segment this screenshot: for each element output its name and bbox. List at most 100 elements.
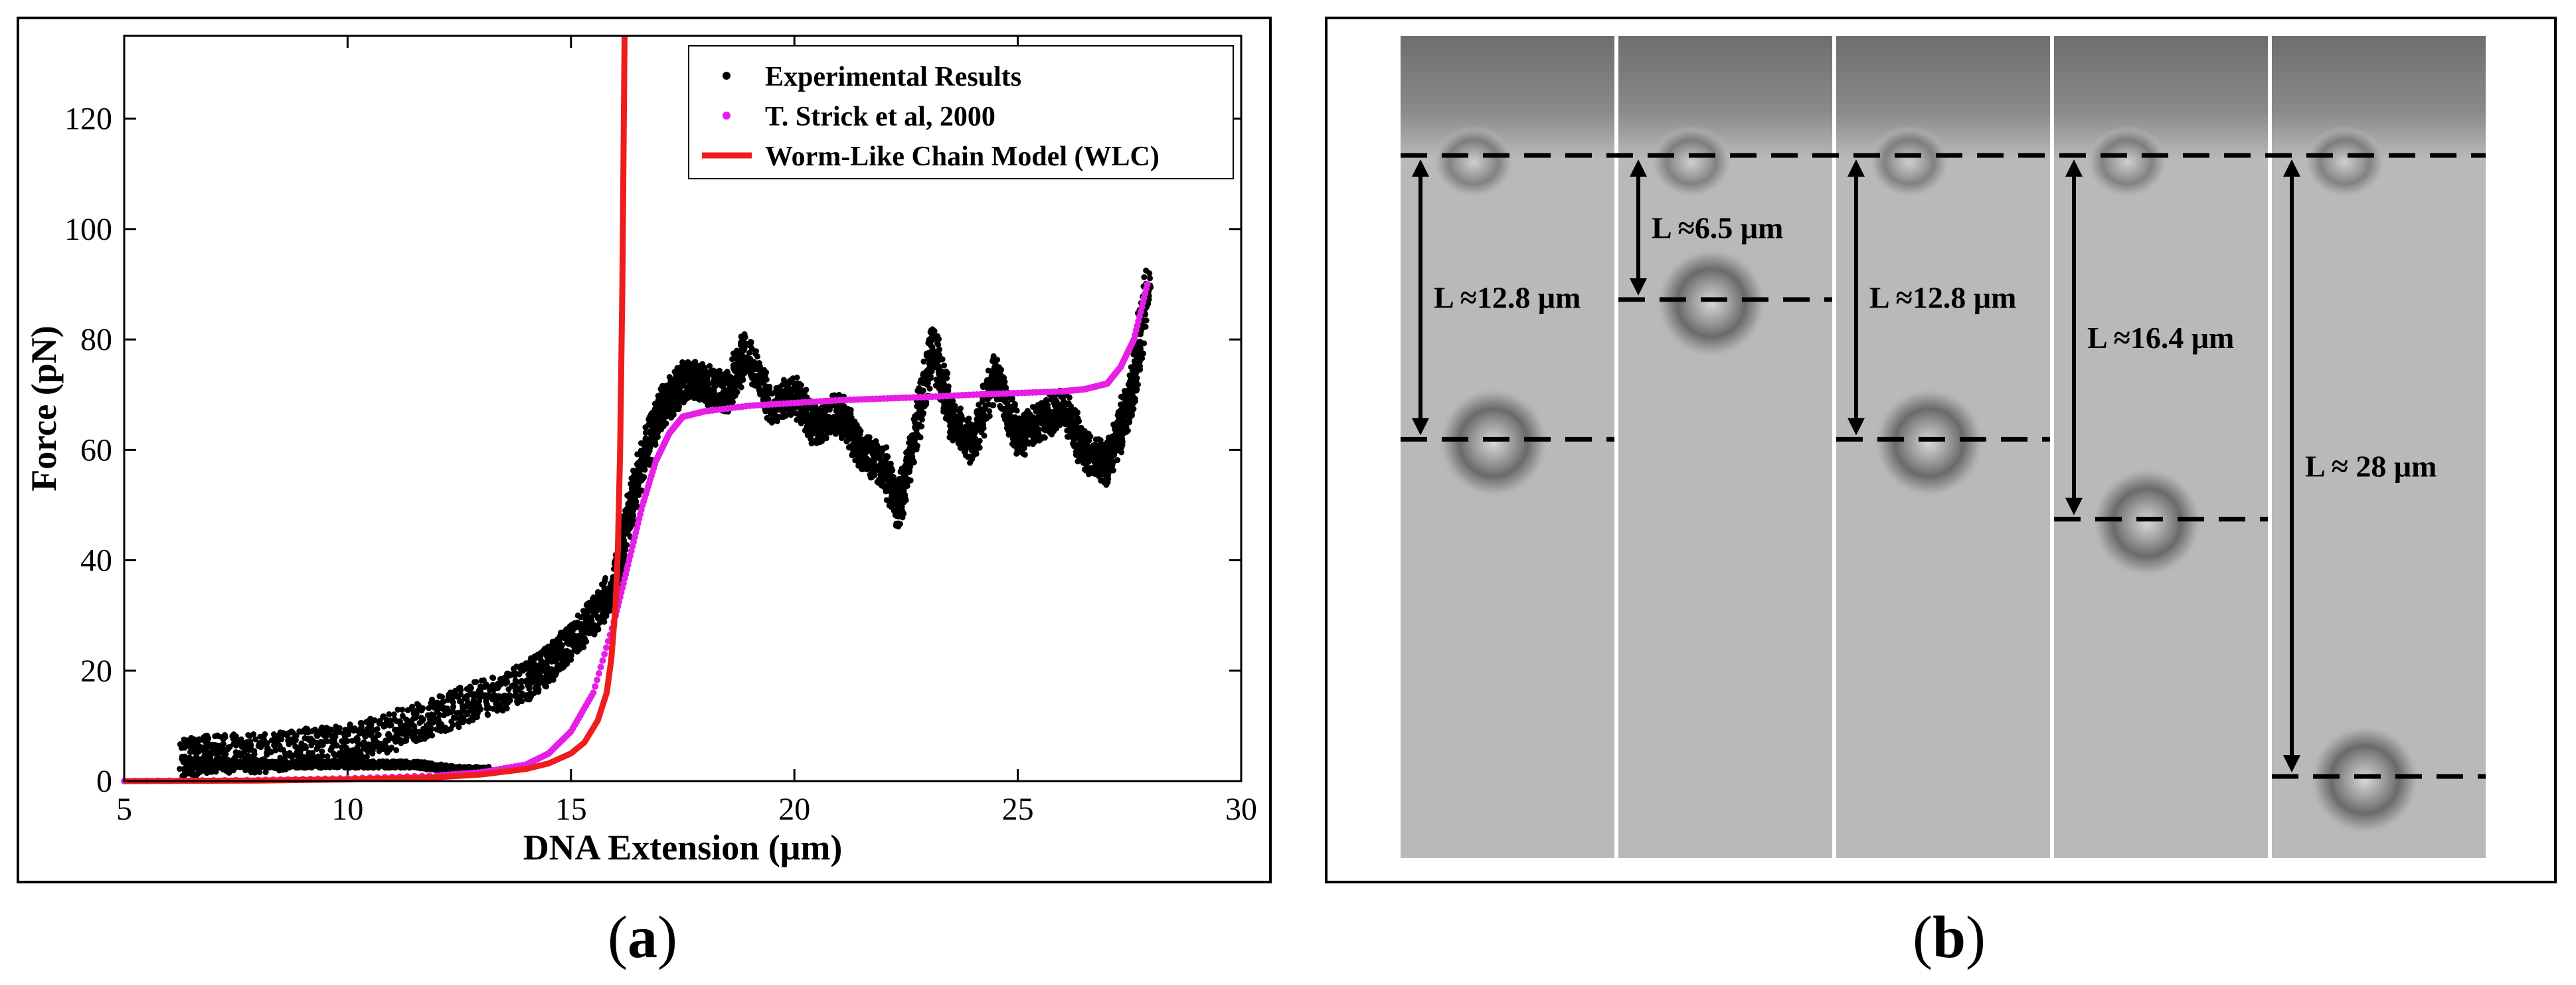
data-point bbox=[309, 753, 316, 759]
data-point bbox=[707, 363, 713, 369]
data-point bbox=[293, 732, 300, 739]
data-point bbox=[911, 445, 918, 452]
data-point bbox=[399, 707, 406, 713]
data-point bbox=[404, 707, 411, 713]
data-point bbox=[420, 732, 427, 739]
data-point bbox=[458, 709, 464, 716]
data-point bbox=[566, 652, 573, 659]
data-point bbox=[914, 432, 921, 438]
data-point bbox=[385, 731, 392, 737]
data-point bbox=[904, 476, 911, 483]
data-point bbox=[518, 684, 525, 691]
data-point bbox=[650, 440, 657, 447]
data-point bbox=[917, 412, 924, 419]
data-point bbox=[339, 744, 345, 751]
data-point bbox=[375, 731, 381, 738]
data-point bbox=[790, 375, 796, 382]
data-point bbox=[386, 711, 392, 717]
data-point bbox=[319, 753, 325, 759]
data-point bbox=[755, 363, 762, 369]
data-point bbox=[571, 638, 578, 645]
data-point bbox=[1105, 472, 1112, 479]
data-point bbox=[327, 727, 334, 733]
data-point bbox=[957, 420, 964, 427]
data-point bbox=[1134, 381, 1141, 388]
data-point bbox=[516, 671, 523, 677]
data-point bbox=[344, 738, 351, 745]
data-point bbox=[754, 353, 761, 360]
data-point bbox=[490, 675, 497, 681]
data-point bbox=[257, 733, 264, 740]
data-point bbox=[276, 743, 283, 749]
data-point bbox=[636, 492, 642, 498]
data-point bbox=[361, 739, 367, 746]
data-point bbox=[462, 695, 468, 701]
data-point bbox=[899, 509, 905, 515]
data-point bbox=[496, 695, 503, 701]
data-point bbox=[413, 711, 420, 717]
data-point bbox=[923, 373, 930, 380]
data-point bbox=[334, 726, 341, 733]
data-point bbox=[438, 693, 445, 700]
data-point bbox=[994, 357, 1001, 363]
data-point bbox=[355, 736, 361, 743]
data-point bbox=[410, 731, 417, 737]
data-point bbox=[666, 374, 673, 381]
data-point bbox=[732, 386, 738, 393]
data-point bbox=[766, 385, 773, 392]
data-point bbox=[470, 697, 477, 703]
data-point bbox=[450, 699, 456, 705]
data-point bbox=[736, 369, 743, 376]
data-point bbox=[897, 521, 904, 527]
data-point bbox=[740, 335, 746, 342]
data-point bbox=[1087, 433, 1094, 440]
data-point bbox=[377, 717, 383, 724]
data-point bbox=[646, 448, 653, 454]
data-point bbox=[638, 447, 644, 454]
data-point bbox=[635, 480, 642, 486]
data-point bbox=[250, 748, 257, 755]
data-point bbox=[220, 741, 227, 747]
data-point bbox=[388, 745, 395, 751]
data-point bbox=[653, 434, 660, 440]
data-point bbox=[535, 686, 542, 693]
data-point bbox=[345, 751, 352, 757]
data-point bbox=[380, 713, 386, 719]
data-point bbox=[602, 575, 609, 581]
data-point bbox=[788, 387, 795, 393]
data-point bbox=[663, 420, 669, 426]
data-point bbox=[934, 338, 941, 345]
data-point bbox=[256, 769, 263, 776]
data-point bbox=[205, 735, 212, 742]
data-point bbox=[440, 725, 446, 731]
data-point bbox=[513, 687, 519, 694]
data-point bbox=[1074, 409, 1081, 416]
data-point bbox=[347, 721, 353, 728]
data-point bbox=[901, 492, 908, 499]
data-point bbox=[630, 503, 636, 509]
data-point bbox=[474, 711, 481, 717]
data-point bbox=[713, 383, 719, 389]
data-point bbox=[467, 683, 473, 690]
panel-a-chart: 5 10 15 20 25 30 0 20 40 60 80 100 120 DNA Extension… bbox=[17, 17, 1272, 883]
data-point bbox=[740, 347, 747, 353]
data-point bbox=[222, 732, 228, 739]
data-point bbox=[976, 438, 983, 444]
data-point bbox=[1141, 274, 1148, 280]
data-point bbox=[1001, 375, 1007, 381]
data-point bbox=[753, 348, 760, 355]
data-point bbox=[196, 769, 203, 776]
data-point bbox=[248, 768, 255, 775]
data-point bbox=[330, 742, 337, 749]
data-point bbox=[633, 498, 640, 505]
data-point bbox=[708, 369, 715, 375]
data-point bbox=[363, 753, 370, 760]
data-point bbox=[374, 726, 381, 733]
data-point bbox=[855, 425, 862, 432]
data-point bbox=[607, 598, 614, 604]
data-point bbox=[188, 735, 195, 741]
data-point bbox=[971, 436, 978, 443]
data-point bbox=[1021, 452, 1028, 458]
data-point bbox=[319, 748, 325, 755]
